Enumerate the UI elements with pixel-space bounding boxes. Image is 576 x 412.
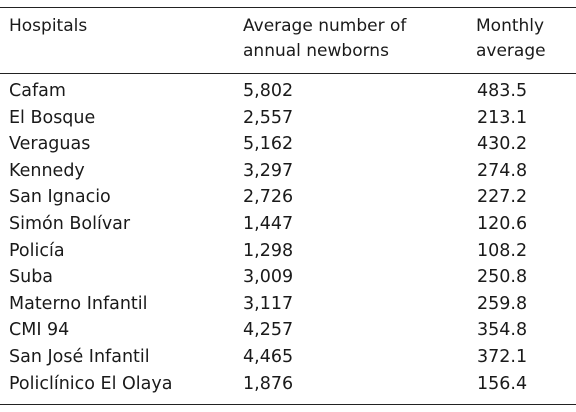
table-row: El Bosque 2,557 213.1 — [0, 105, 576, 132]
table-row: Veraguas 5,162 430.2 — [0, 131, 576, 158]
cell-hospital-name: Cafam — [9, 81, 66, 101]
cell-monthly-average: 274.8 — [477, 160, 528, 181]
cell-annual-newborns: 4,257 — [243, 320, 294, 341]
cell-monthly-average: 120.6 — [477, 213, 528, 234]
header-average-newborns-line2: annual newborns — [243, 41, 389, 61]
cell-annual-newborns: 2,726 — [243, 187, 294, 208]
cell-monthly-average: 259.8 — [477, 293, 528, 314]
header-monthly-average-line2: average — [476, 41, 546, 61]
cell-hospital-name: Materno Infantil — [9, 293, 148, 314]
cell-monthly-average: 227.2 — [477, 187, 528, 208]
table-row: CMI 94 4,257 354.8 — [0, 317, 576, 344]
cell-hospital-name: San Ignacio — [9, 187, 111, 208]
cell-annual-newborns: 3,297 — [243, 160, 294, 181]
cell-monthly-average: 483.5 — [477, 81, 528, 101]
table-bottom-rule — [0, 404, 576, 405]
cell-annual-newborns: 1,298 — [243, 240, 294, 261]
cell-annual-newborns: 1,447 — [243, 213, 294, 234]
cell-annual-newborns: 2,557 — [243, 107, 294, 128]
table-row: Policlínico El Olaya 1,876 156.4 — [0, 371, 576, 398]
header-average-newborns: Average number of annual newborns — [243, 14, 443, 64]
cell-hospital-name: El Bosque — [9, 107, 96, 128]
table-body: Cafam 5,802 483.5 El Bosque 2,557 213.1 Veragu… — [0, 78, 576, 397]
cell-annual-newborns: 1,876 — [243, 373, 294, 394]
cell-hospital-name: Suba — [9, 267, 54, 288]
cell-hospital-name: Kennedy — [9, 160, 85, 181]
table-row: Cafam 5,802 483.5 — [0, 78, 576, 105]
header-hospitals: Hospitals — [9, 14, 87, 39]
cell-monthly-average: 156.4 — [477, 373, 528, 394]
cell-hospital-name: Veraguas — [9, 134, 91, 155]
header-hospitals-label: Hospitals — [9, 16, 88, 36]
cell-monthly-average: 354.8 — [477, 320, 528, 341]
cell-annual-newborns: 3,117 — [243, 293, 294, 314]
cell-annual-newborns: 5,802 — [243, 81, 294, 101]
cell-annual-newborns: 3,009 — [243, 267, 294, 288]
cell-hospital-name: CMI 94 — [9, 320, 70, 341]
cell-hospital-name: Policía — [9, 240, 65, 261]
cell-annual-newborns: 5,162 — [243, 134, 294, 155]
table-header-rule — [0, 73, 576, 74]
cell-hospital-name: Simón Bolívar — [9, 213, 131, 234]
table-row: Simón Bolívar 1,447 120.6 — [0, 211, 576, 238]
cell-hospital-name: San José Infantil — [9, 346, 150, 367]
table-row: Suba 3,009 250.8 — [0, 264, 576, 291]
cell-hospital-name: Policlínico El Olaya — [9, 373, 173, 394]
header-monthly-average: Monthly average — [476, 14, 566, 64]
table-top-rule — [0, 7, 576, 8]
cell-monthly-average: 372.1 — [477, 346, 528, 367]
table-row: Kennedy 3,297 274.8 — [0, 158, 576, 185]
table-row: Policía 1,298 108.2 — [0, 238, 576, 265]
table-row: Materno Infantil 3,117 259.8 — [0, 291, 576, 318]
table-row: San José Infantil 4,465 372.1 — [0, 344, 576, 371]
table-row: San Ignacio 2,726 227.2 — [0, 184, 576, 211]
cell-monthly-average: 108.2 — [477, 240, 528, 261]
cell-monthly-average: 213.1 — [477, 107, 528, 128]
header-monthly-average-line1: Monthly — [476, 16, 545, 36]
cell-annual-newborns: 4,465 — [243, 346, 294, 367]
header-average-newborns-line1: Average number of — [243, 16, 407, 36]
cell-monthly-average: 430.2 — [477, 134, 528, 155]
cell-monthly-average: 250.8 — [477, 267, 528, 288]
